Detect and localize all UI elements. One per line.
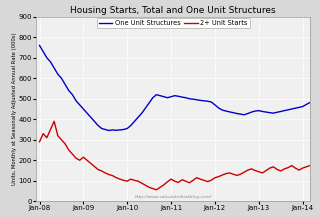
Legend: One Unit Structures, 2+ Unit Starts: One Unit Structures, 2+ Unit Starts: [97, 18, 250, 28]
2+ Unit Starts: [271, 166, 275, 168]
Line: One Unit Structures: One Unit Structures: [39, 45, 320, 131]
One Unit Structures: [37, 44, 41, 47]
2+ Unit Starts: [268, 167, 272, 169]
Text: http://www.calculatedriskblog.com/: http://www.calculatedriskblog.com/: [134, 196, 212, 199]
Y-axis label: Units, Monthly at Seasonally Adjusted Annual Rate (000s): Units, Monthly at Seasonally Adjusted An…: [12, 33, 17, 185]
Line: 2+ Unit Starts: 2+ Unit Starts: [39, 121, 320, 190]
2+ Unit Starts: [308, 164, 312, 167]
2+ Unit Starts: [49, 128, 52, 131]
2+ Unit Starts: [52, 120, 56, 123]
One Unit Structures: [107, 129, 111, 132]
Title: Housing Starts, Total and One Unit Structures: Housing Starts, Total and One Unit Struc…: [70, 6, 276, 15]
One Unit Structures: [290, 108, 294, 110]
2+ Unit Starts: [37, 141, 41, 143]
One Unit Structures: [264, 111, 268, 113]
2+ Unit Starts: [155, 189, 158, 191]
One Unit Structures: [49, 61, 52, 63]
One Unit Structures: [268, 111, 272, 114]
One Unit Structures: [304, 103, 308, 106]
2+ Unit Starts: [293, 167, 297, 169]
